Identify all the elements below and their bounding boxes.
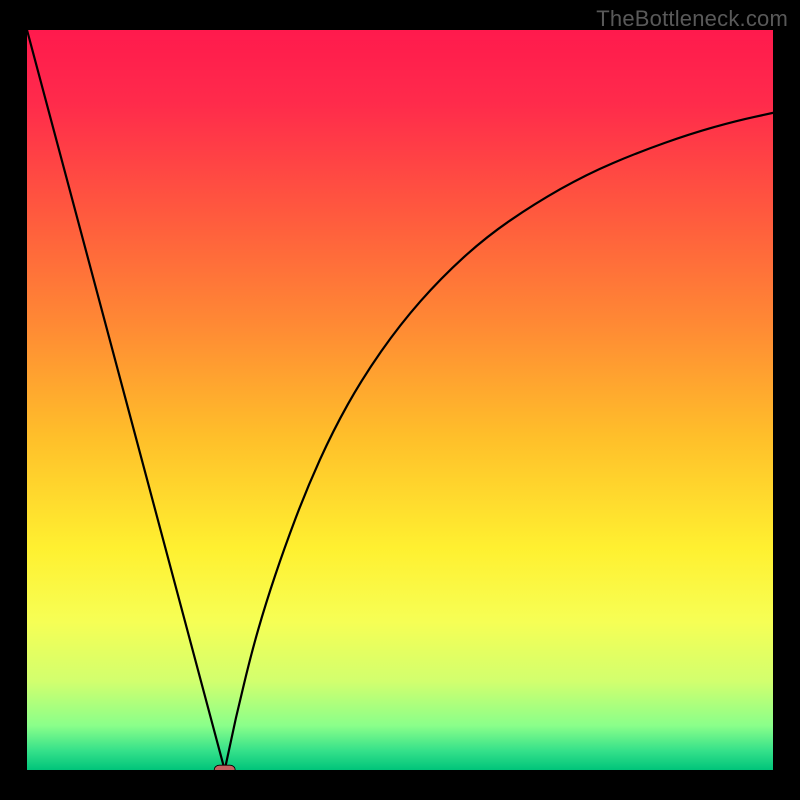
plot-area bbox=[27, 30, 773, 775]
watermark-text: TheBottleneck.com bbox=[596, 6, 788, 32]
bottleneck-chart bbox=[0, 0, 800, 800]
chart-stage: TheBottleneck.com bbox=[0, 0, 800, 800]
gradient-background bbox=[27, 30, 773, 770]
